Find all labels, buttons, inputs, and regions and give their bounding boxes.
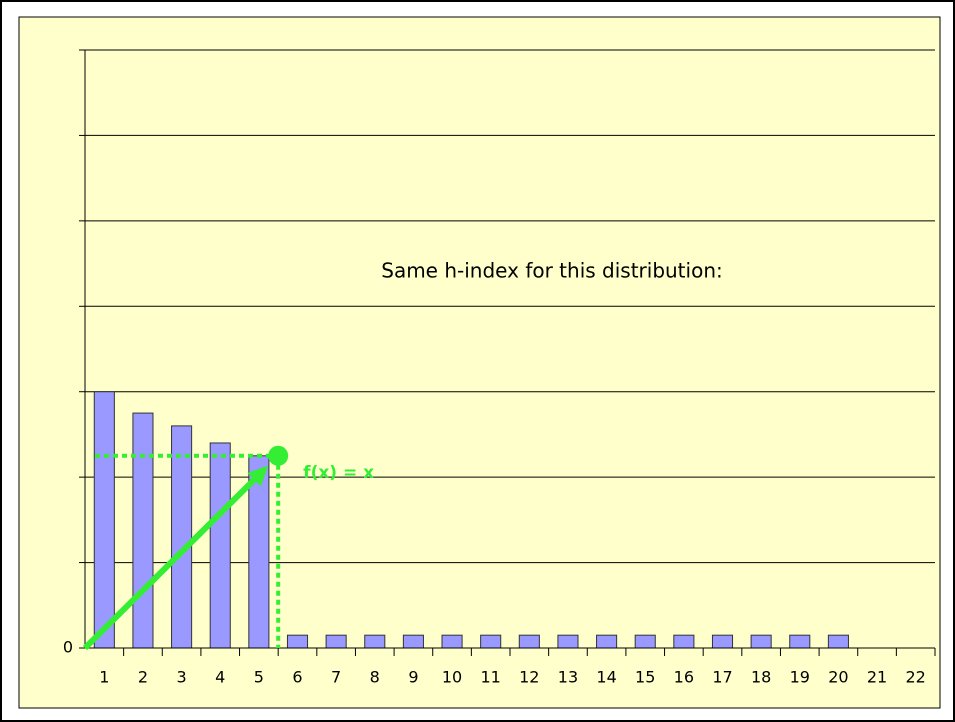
- x-tick-label: 3: [176, 668, 186, 687]
- x-tick-label: 8: [370, 668, 380, 687]
- arrow-shaft: [82, 470, 264, 651]
- bar: [93, 391, 115, 649]
- bar: [364, 634, 386, 649]
- x-tick-label: 10: [442, 668, 462, 687]
- x-tick-label: 2: [138, 668, 148, 687]
- x-tick-label: 17: [712, 668, 732, 687]
- x-tick-label: 4: [215, 668, 225, 687]
- bar: [518, 634, 540, 649]
- x-tick-label: 21: [867, 668, 887, 687]
- x-tick-label: 9: [408, 668, 418, 687]
- x-tick-label: 11: [481, 668, 501, 687]
- x-tick-label: 15: [635, 668, 655, 687]
- bar: [480, 634, 502, 649]
- annotation: f(x) = x: [303, 463, 374, 483]
- bar: [789, 634, 811, 649]
- x-tick-label: 6: [292, 668, 302, 687]
- bar: [711, 634, 734, 649]
- bar: [634, 634, 656, 649]
- h-point: [268, 445, 289, 466]
- x-tick-label: 20: [828, 668, 848, 687]
- bar: [402, 634, 424, 649]
- x-tick-label: 5: [254, 668, 264, 687]
- annotation: Same h-index for this distribution:: [381, 259, 722, 283]
- x-tick-label: 16: [674, 668, 694, 687]
- x-tick-label: 7: [331, 668, 341, 687]
- x-tick-label: 12: [519, 668, 539, 687]
- bar: [750, 634, 772, 649]
- bar: [827, 634, 849, 649]
- bar: [286, 634, 309, 649]
- x-tick-label: 22: [906, 668, 926, 687]
- bar: [132, 412, 154, 649]
- bar: [673, 634, 695, 649]
- bar: [325, 634, 347, 649]
- x-tick-label: 13: [558, 668, 578, 687]
- bar: [596, 634, 618, 649]
- x-tick-label: 18: [751, 668, 771, 687]
- arrow-head: [247, 465, 269, 487]
- bar: [441, 634, 463, 649]
- x-tick-label: 19: [790, 668, 810, 687]
- chart-area: [18, 16, 941, 709]
- bar: [209, 442, 231, 649]
- x-tick-label: 14: [596, 668, 616, 687]
- y-tick-label: 0: [63, 638, 73, 657]
- x-tick-label: 1: [99, 668, 109, 687]
- bar: [557, 634, 579, 649]
- bar: [171, 425, 193, 649]
